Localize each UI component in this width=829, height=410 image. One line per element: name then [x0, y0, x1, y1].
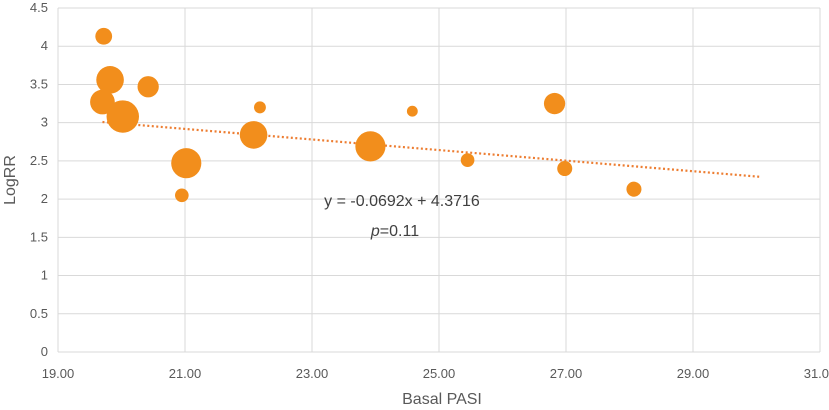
data-point — [175, 188, 189, 203]
x-tick-label: 29.00 — [677, 366, 710, 381]
x-tick-label: 25.00 — [423, 366, 456, 381]
y-tick-label: 1.5 — [30, 229, 48, 244]
data-point — [96, 66, 124, 94]
y-tick-label: 0.5 — [30, 306, 48, 321]
data-point — [406, 105, 418, 117]
data-point — [95, 27, 113, 45]
data-point — [239, 121, 268, 149]
data-point — [355, 131, 386, 162]
x-axis-ticks: 19.00 21.00 23.00 25.00 27.00 29.00 31.00 — [42, 366, 829, 381]
data-point — [626, 181, 642, 197]
y-tick-label: 2 — [41, 191, 48, 206]
data-point — [557, 161, 573, 177]
y-axis-title: LogRR — [2, 155, 19, 205]
data-point — [171, 148, 202, 179]
data-point — [253, 101, 266, 114]
x-tick-label: 31.00 — [804, 366, 829, 381]
y-tick-label: 3.5 — [30, 76, 48, 91]
data-point — [460, 153, 475, 167]
x-axis-title: Basal PASI — [402, 391, 482, 408]
y-tick-label: 4 — [41, 38, 48, 53]
y-axis-ticks: 0 0.5 1 1.5 2 2.5 3 3.5 4 4.5 — [30, 0, 48, 359]
y-tick-label: 1 — [41, 268, 48, 283]
y-tick-label: 0 — [41, 344, 48, 359]
y-tick-label: 2.5 — [30, 153, 48, 168]
data-point — [137, 76, 159, 98]
p-value-symbol: p — [370, 223, 380, 240]
x-tick-label: 23.00 — [296, 366, 329, 381]
trendline — [102, 120, 760, 178]
y-tick-label: 3 — [41, 115, 48, 130]
trendline-equation: y = -0.0692x + 4.3716 — [324, 193, 480, 210]
y-tick-label: 4.5 — [30, 0, 48, 15]
data-points — [90, 27, 642, 203]
x-tick-label: 27.00 — [550, 366, 583, 381]
grid-lines — [57, 7, 821, 353]
p-value-number: =0.11 — [380, 223, 419, 240]
trendline-group — [102, 120, 760, 178]
x-tick-label: 21.00 — [169, 366, 202, 381]
data-point — [106, 100, 139, 133]
data-point — [90, 89, 115, 115]
p-value-annotation: p=0.11 — [370, 223, 419, 240]
data-point — [543, 92, 566, 115]
x-tick-label: 19.00 — [42, 366, 75, 381]
